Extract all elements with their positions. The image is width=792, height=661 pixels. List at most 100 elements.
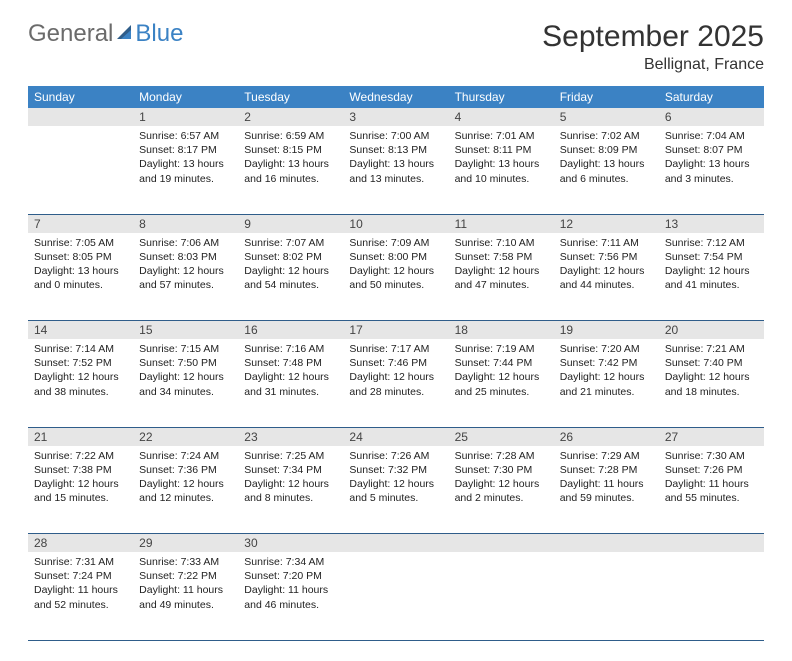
day-cell-content: Sunrise: 7:15 AMSunset: 7:50 PMDaylight:… <box>133 339 238 405</box>
day-cell-content: Sunrise: 7:26 AMSunset: 7:32 PMDaylight:… <box>343 446 448 512</box>
day-cell-content: Sunrise: 7:31 AMSunset: 7:24 PMDaylight:… <box>28 552 133 618</box>
sunset-line: Sunset: 8:09 PM <box>560 143 653 157</box>
day-number: 3 <box>343 108 448 126</box>
sunrise-line: Sunrise: 7:09 AM <box>349 236 442 250</box>
day-number: 10 <box>343 214 448 233</box>
day-number: 12 <box>554 214 659 233</box>
day-number <box>28 108 133 126</box>
day-number: 14 <box>28 321 133 340</box>
sunset-line: Sunset: 7:30 PM <box>455 463 548 477</box>
day-number: 25 <box>449 427 554 446</box>
day-cell: Sunrise: 6:57 AMSunset: 8:17 PMDaylight:… <box>133 126 238 214</box>
sunset-line: Sunset: 7:44 PM <box>455 356 548 370</box>
day-cell-content: Sunrise: 7:10 AMSunset: 7:58 PMDaylight:… <box>449 233 554 299</box>
day-cell: Sunrise: 7:31 AMSunset: 7:24 PMDaylight:… <box>28 552 133 640</box>
sunset-line: Sunset: 7:56 PM <box>560 250 653 264</box>
daylight-line: Daylight: 13 hours and 3 minutes. <box>665 157 758 185</box>
day-number: 20 <box>659 321 764 340</box>
day-cell <box>28 126 133 214</box>
day-number: 4 <box>449 108 554 126</box>
week-row: Sunrise: 7:05 AMSunset: 8:05 PMDaylight:… <box>28 233 764 321</box>
day-cell: Sunrise: 7:34 AMSunset: 7:20 PMDaylight:… <box>238 552 343 640</box>
daylight-line: Daylight: 12 hours and 34 minutes. <box>139 370 232 398</box>
day-cell: Sunrise: 7:14 AMSunset: 7:52 PMDaylight:… <box>28 339 133 427</box>
day-number: 30 <box>238 534 343 553</box>
sunset-line: Sunset: 7:34 PM <box>244 463 337 477</box>
sunset-line: Sunset: 7:42 PM <box>560 356 653 370</box>
sunset-line: Sunset: 7:32 PM <box>349 463 442 477</box>
day-cell-content: Sunrise: 6:57 AMSunset: 8:17 PMDaylight:… <box>133 126 238 192</box>
week-row: Sunrise: 7:22 AMSunset: 7:38 PMDaylight:… <box>28 446 764 534</box>
day-cell-content: Sunrise: 7:06 AMSunset: 8:03 PMDaylight:… <box>133 233 238 299</box>
day-number: 11 <box>449 214 554 233</box>
day-cell-content: Sunrise: 7:29 AMSunset: 7:28 PMDaylight:… <box>554 446 659 512</box>
daylight-line: Daylight: 12 hours and 2 minutes. <box>455 477 548 505</box>
daylight-line: Daylight: 12 hours and 57 minutes. <box>139 264 232 292</box>
day-cell: Sunrise: 7:19 AMSunset: 7:44 PMDaylight:… <box>449 339 554 427</box>
day-cell <box>659 552 764 640</box>
sunset-line: Sunset: 7:40 PM <box>665 356 758 370</box>
title-block: September 2025 Bellignat, France <box>542 20 764 74</box>
sunrise-line: Sunrise: 7:24 AM <box>139 449 232 463</box>
sunset-line: Sunset: 7:26 PM <box>665 463 758 477</box>
daylight-line: Daylight: 13 hours and 13 minutes. <box>349 157 442 185</box>
day-number <box>554 534 659 553</box>
day-cell: Sunrise: 7:21 AMSunset: 7:40 PMDaylight:… <box>659 339 764 427</box>
day-cell: Sunrise: 7:25 AMSunset: 7:34 PMDaylight:… <box>238 446 343 534</box>
sunset-line: Sunset: 7:36 PM <box>139 463 232 477</box>
day-number: 7 <box>28 214 133 233</box>
sunrise-line: Sunrise: 7:11 AM <box>560 236 653 250</box>
day-number: 26 <box>554 427 659 446</box>
sunset-line: Sunset: 7:22 PM <box>139 569 232 583</box>
sunrise-line: Sunrise: 7:20 AM <box>560 342 653 356</box>
daylight-line: Daylight: 13 hours and 19 minutes. <box>139 157 232 185</box>
sunrise-line: Sunrise: 7:19 AM <box>455 342 548 356</box>
day-number: 19 <box>554 321 659 340</box>
day-cell: Sunrise: 7:04 AMSunset: 8:07 PMDaylight:… <box>659 126 764 214</box>
day-cell-content: Sunrise: 7:02 AMSunset: 8:09 PMDaylight:… <box>554 126 659 192</box>
daylight-line: Daylight: 13 hours and 0 minutes. <box>34 264 127 292</box>
sunset-line: Sunset: 8:07 PM <box>665 143 758 157</box>
day-cell: Sunrise: 6:59 AMSunset: 8:15 PMDaylight:… <box>238 126 343 214</box>
day-number: 23 <box>238 427 343 446</box>
sunrise-line: Sunrise: 6:59 AM <box>244 129 337 143</box>
day-cell: Sunrise: 7:01 AMSunset: 8:11 PMDaylight:… <box>449 126 554 214</box>
sunset-line: Sunset: 8:00 PM <box>349 250 442 264</box>
sunrise-line: Sunrise: 7:12 AM <box>665 236 758 250</box>
day-cell-content: Sunrise: 7:11 AMSunset: 7:56 PMDaylight:… <box>554 233 659 299</box>
sunset-line: Sunset: 7:24 PM <box>34 569 127 583</box>
day-number <box>659 534 764 553</box>
day-number-row: 282930 <box>28 534 764 553</box>
day-cell-content: Sunrise: 7:05 AMSunset: 8:05 PMDaylight:… <box>28 233 133 299</box>
day-cell: Sunrise: 7:12 AMSunset: 7:54 PMDaylight:… <box>659 233 764 321</box>
day-cell-content: Sunrise: 7:17 AMSunset: 7:46 PMDaylight:… <box>343 339 448 405</box>
day-number: 13 <box>659 214 764 233</box>
sunset-line: Sunset: 8:03 PM <box>139 250 232 264</box>
day-cell-content: Sunrise: 7:24 AMSunset: 7:36 PMDaylight:… <box>133 446 238 512</box>
day-cell: Sunrise: 7:00 AMSunset: 8:13 PMDaylight:… <box>343 126 448 214</box>
sunrise-line: Sunrise: 7:30 AM <box>665 449 758 463</box>
daylight-line: Daylight: 12 hours and 18 minutes. <box>665 370 758 398</box>
sunrise-line: Sunrise: 7:28 AM <box>455 449 548 463</box>
daylight-line: Daylight: 12 hours and 25 minutes. <box>455 370 548 398</box>
day-cell: Sunrise: 7:11 AMSunset: 7:56 PMDaylight:… <box>554 233 659 321</box>
week-row: Sunrise: 6:57 AMSunset: 8:17 PMDaylight:… <box>28 126 764 214</box>
day-cell: Sunrise: 7:28 AMSunset: 7:30 PMDaylight:… <box>449 446 554 534</box>
day-number-row: 14151617181920 <box>28 321 764 340</box>
daylight-line: Daylight: 11 hours and 46 minutes. <box>244 583 337 611</box>
day-cell: Sunrise: 7:16 AMSunset: 7:48 PMDaylight:… <box>238 339 343 427</box>
day-cell <box>343 552 448 640</box>
day-number <box>449 534 554 553</box>
day-cell-content: Sunrise: 7:19 AMSunset: 7:44 PMDaylight:… <box>449 339 554 405</box>
day-number-row: 78910111213 <box>28 214 764 233</box>
sunrise-line: Sunrise: 7:04 AM <box>665 129 758 143</box>
day-cell: Sunrise: 7:10 AMSunset: 7:58 PMDaylight:… <box>449 233 554 321</box>
daylight-line: Daylight: 12 hours and 5 minutes. <box>349 477 442 505</box>
day-number: 28 <box>28 534 133 553</box>
daylight-line: Daylight: 12 hours and 28 minutes. <box>349 370 442 398</box>
sunset-line: Sunset: 7:50 PM <box>139 356 232 370</box>
day-cell: Sunrise: 7:24 AMSunset: 7:36 PMDaylight:… <box>133 446 238 534</box>
day-cell: Sunrise: 7:05 AMSunset: 8:05 PMDaylight:… <box>28 233 133 321</box>
day-number: 17 <box>343 321 448 340</box>
daylight-line: Daylight: 12 hours and 44 minutes. <box>560 264 653 292</box>
